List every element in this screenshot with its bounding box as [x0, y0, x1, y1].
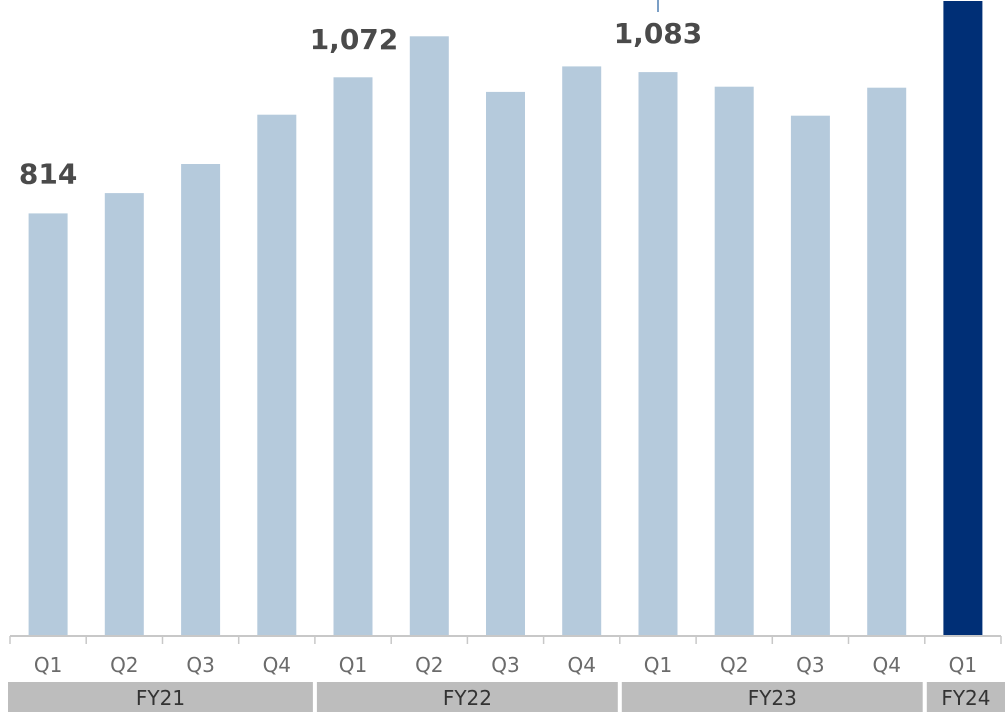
x-tick-label: Q1 — [339, 653, 367, 677]
x-tick-label: Q4 — [567, 653, 595, 677]
data-label: 1,083 — [614, 17, 703, 50]
data-labels: 814 1,072 1,083 — [19, 0, 702, 190]
bar-5 — [333, 77, 373, 637]
x-tick-label: Q1 — [644, 653, 672, 677]
fy-label: FY21 — [136, 686, 185, 710]
fy-label: FY24 — [941, 686, 990, 710]
x-tick-label: Q2 — [720, 653, 748, 677]
bar-13 — [943, 1, 983, 636]
fy-band-fy24 — [926, 682, 1005, 712]
bar-4 — [257, 114, 297, 636]
bar-1 — [28, 213, 68, 636]
bars-layer — [28, 1, 983, 637]
bar-10 — [714, 86, 754, 636]
bar-2 — [104, 193, 144, 636]
tick-labels: Q1 Q2 Q3 Q4 Q1 Q2 Q3 Q4 Q1 Q2 Q3 Q4 Q1 — [34, 653, 977, 677]
bar-8 — [562, 66, 602, 636]
x-tick-label: Q2 — [110, 653, 138, 677]
x-tick-label: Q4 — [872, 653, 900, 677]
fiscal-year-bands: FY21 FY22 FY23 FY24 — [8, 682, 1005, 712]
x-tick-label: Q3 — [186, 653, 214, 677]
bar-7 — [486, 91, 525, 636]
x-tick-label: Q1 — [34, 653, 62, 677]
data-label: 814 — [19, 157, 77, 190]
bar-3 — [181, 164, 221, 636]
bar-9 — [638, 72, 678, 637]
x-tick-label: Q3 — [491, 653, 519, 677]
x-tick-label: Q4 — [263, 653, 291, 677]
fy-label: FY23 — [748, 686, 797, 710]
bar-6 — [409, 36, 449, 637]
x-tick-label: Q3 — [796, 653, 824, 677]
bar-11 — [790, 115, 830, 636]
data-label: 1,072 — [310, 23, 399, 56]
fy-band-fy21 — [8, 682, 313, 712]
fy-label: FY22 — [443, 686, 492, 710]
x-tick-label: Q2 — [415, 653, 443, 677]
x-tick-label: Q1 — [949, 653, 977, 677]
fy-band-fy23 — [621, 682, 923, 712]
bar-12 — [867, 87, 907, 636]
fy-band-fy22 — [316, 682, 618, 712]
x-axis — [9, 635, 1002, 644]
